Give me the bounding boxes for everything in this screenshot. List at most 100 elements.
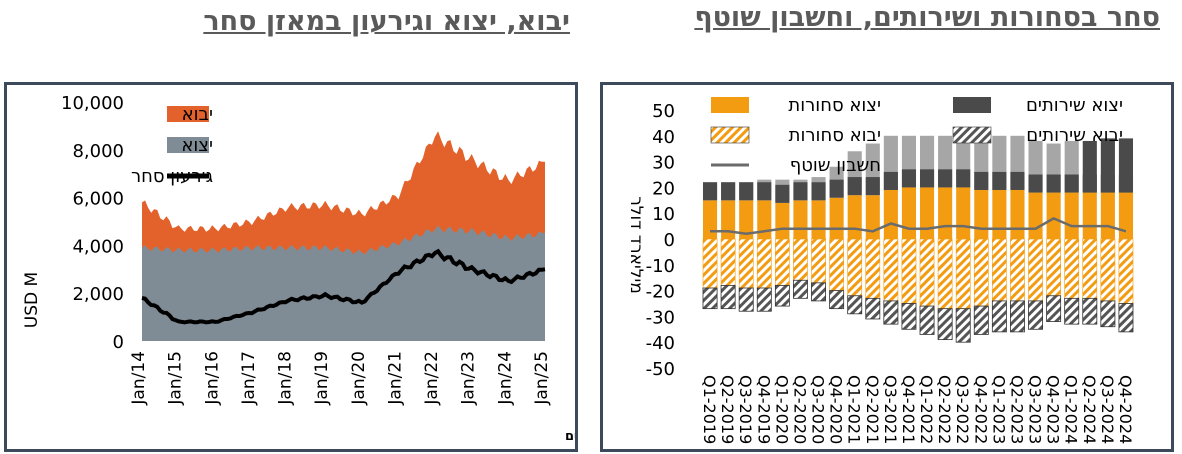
left-legend-label: גירעון סחר xyxy=(131,166,213,187)
left-x-tick-label: Jan/15 xyxy=(166,351,186,406)
services-exports-bar-base xyxy=(1046,174,1061,193)
services-imports-bar xyxy=(1046,295,1062,322)
goods-imports-bar xyxy=(1118,238,1134,304)
right-x-tick-label: Q2-2020 xyxy=(790,375,809,444)
right-x-tick-label: Q2-2021 xyxy=(863,375,882,444)
goods-imports-bar xyxy=(901,238,917,304)
goods-exports-bar xyxy=(702,200,718,239)
goods-imports-bar xyxy=(865,238,881,299)
services-exports-bar-base xyxy=(1118,174,1134,193)
goods-exports-bar xyxy=(793,200,808,239)
services-exports-bar-base xyxy=(974,171,989,190)
left-x-tick-label: Jan/16 xyxy=(202,351,222,406)
goods-imports-bar xyxy=(955,238,971,309)
goods-imports-bar xyxy=(992,238,1007,302)
services-imports-bar xyxy=(865,297,881,320)
services-imports-bar xyxy=(937,308,953,341)
left-y-tick-label: 4,000 xyxy=(72,236,124,257)
services-exports-bar-base xyxy=(865,177,880,196)
goods-exports-bar xyxy=(865,195,880,239)
left-x-tick-label: Jan/21 xyxy=(385,351,405,406)
right-y-tick-label: 40 xyxy=(652,127,675,148)
services-exports-bar-base xyxy=(1082,174,1097,193)
left-x-tick-label: Jan/23 xyxy=(459,351,479,406)
goods-imports-bar xyxy=(883,238,899,302)
goods-imports-bar xyxy=(811,238,826,284)
goods-exports-bar xyxy=(1046,192,1061,239)
services-imports-bar xyxy=(774,285,790,307)
services-exports-bar-base xyxy=(956,169,971,188)
current-account-chart: -50 -40 -30 -20 -10 0 10 20 30 40 50 Q1-2019 Q2-201… xyxy=(626,95,1135,444)
right-legend-label: יבוא שירותים xyxy=(1026,125,1123,146)
right-legend-label: יצוא שירותים xyxy=(1026,95,1123,116)
goods-exports-bar xyxy=(1118,192,1134,239)
goods-imports-bar xyxy=(1100,238,1116,302)
left-y-tick-label: 0 xyxy=(113,332,124,353)
right-x-tick-label: Q2-2023 xyxy=(1007,375,1026,444)
trade-balance-chart: 0 2,000 4,000 6,000 8,000 10,000 Jan/14 Jan/15… xyxy=(22,93,742,444)
right-legend-swatch xyxy=(710,126,750,144)
right-x-tick-label: Q3-2024 xyxy=(1098,375,1117,444)
goods-imports-bar xyxy=(756,238,772,289)
right-x-tick-label: Q4-2021 xyxy=(899,375,918,444)
services-imports-bar xyxy=(973,305,989,335)
right-x-tick-label: Q4-2022 xyxy=(971,375,990,444)
goods-imports-bar xyxy=(1028,238,1043,302)
services-exports-bar-base xyxy=(883,171,898,190)
services-imports-bar xyxy=(847,295,863,315)
right-x-tick-label: Q3-2023 xyxy=(1026,375,1045,444)
services-imports-bar xyxy=(793,279,808,299)
goods-exports-bar xyxy=(1082,192,1097,239)
left-x-tick-label: Jan/24 xyxy=(495,351,515,406)
services-exports-bar-base xyxy=(919,169,935,188)
left-y-axis-label: USD M xyxy=(22,272,42,328)
goods-exports-bar xyxy=(757,200,772,239)
goods-imports-bar xyxy=(1010,238,1025,302)
right-x-tick-label: Q1-2020 xyxy=(772,375,791,444)
goods-exports-bar xyxy=(847,195,862,239)
left-x-tick-label: Jan/20 xyxy=(349,351,369,406)
services-exports-bar-base xyxy=(847,177,862,196)
right-y-tick-label: 20 xyxy=(652,178,675,199)
services-imports-bar xyxy=(702,287,718,310)
services-imports-bar xyxy=(991,300,1007,333)
right-y-tick-label: 10 xyxy=(652,204,675,225)
right-legend-label: יבוא סחורות xyxy=(789,125,881,146)
goods-imports-bar xyxy=(847,238,863,297)
goods-exports-bar xyxy=(1100,192,1115,239)
left-x-tick-label: Jan/18 xyxy=(276,351,296,406)
goods-exports-bar xyxy=(829,197,844,239)
left-x-tick-label: Jan/25 xyxy=(532,351,552,406)
left-y-tick-label: 8,000 xyxy=(72,141,124,162)
services-imports-bar xyxy=(1100,300,1116,328)
right-y-tick-label: -20 xyxy=(646,282,675,303)
goods-exports-bar xyxy=(901,187,917,239)
right-legend-label: יצוא סחורות xyxy=(788,95,881,116)
right-legend-swatch xyxy=(711,97,749,113)
services-exports-bar-base xyxy=(829,179,844,198)
goods-imports-bar xyxy=(738,238,754,289)
right-chart-title: סחר בסחורות ושירותים, וחשבון שוטף xyxy=(694,2,1160,33)
exports-area xyxy=(142,225,545,341)
goods-imports-bar xyxy=(793,238,808,281)
right-y-tick-label: 30 xyxy=(652,153,675,174)
right-legend-swatch xyxy=(952,126,992,144)
right-x-tick-label: Q1-2024 xyxy=(1062,375,1081,444)
left-y-tick-label: 6,000 xyxy=(72,189,124,210)
right-y-tick-label: -40 xyxy=(646,333,675,354)
right-y-axis-label: מיליארד דולר xyxy=(626,196,646,294)
services-exports-bar-base xyxy=(775,184,790,203)
goods-imports-bar xyxy=(1082,238,1098,299)
services-imports-bar xyxy=(919,305,935,335)
goods-imports-bar xyxy=(973,238,989,307)
services-imports-bar xyxy=(901,303,917,330)
right-x-tick-label: Q1-2021 xyxy=(845,375,864,444)
services-imports-bar xyxy=(811,282,826,302)
left-x-tick-label: Jan/19 xyxy=(312,351,332,406)
services-exports-bar-base xyxy=(1064,174,1079,193)
services-imports-bar xyxy=(1064,297,1080,325)
right-x-tick-label: Q4-2023 xyxy=(1044,375,1063,444)
services-exports-bar-base xyxy=(793,182,808,201)
goods-imports-bar xyxy=(1064,238,1080,299)
services-imports-bar xyxy=(1010,300,1025,333)
